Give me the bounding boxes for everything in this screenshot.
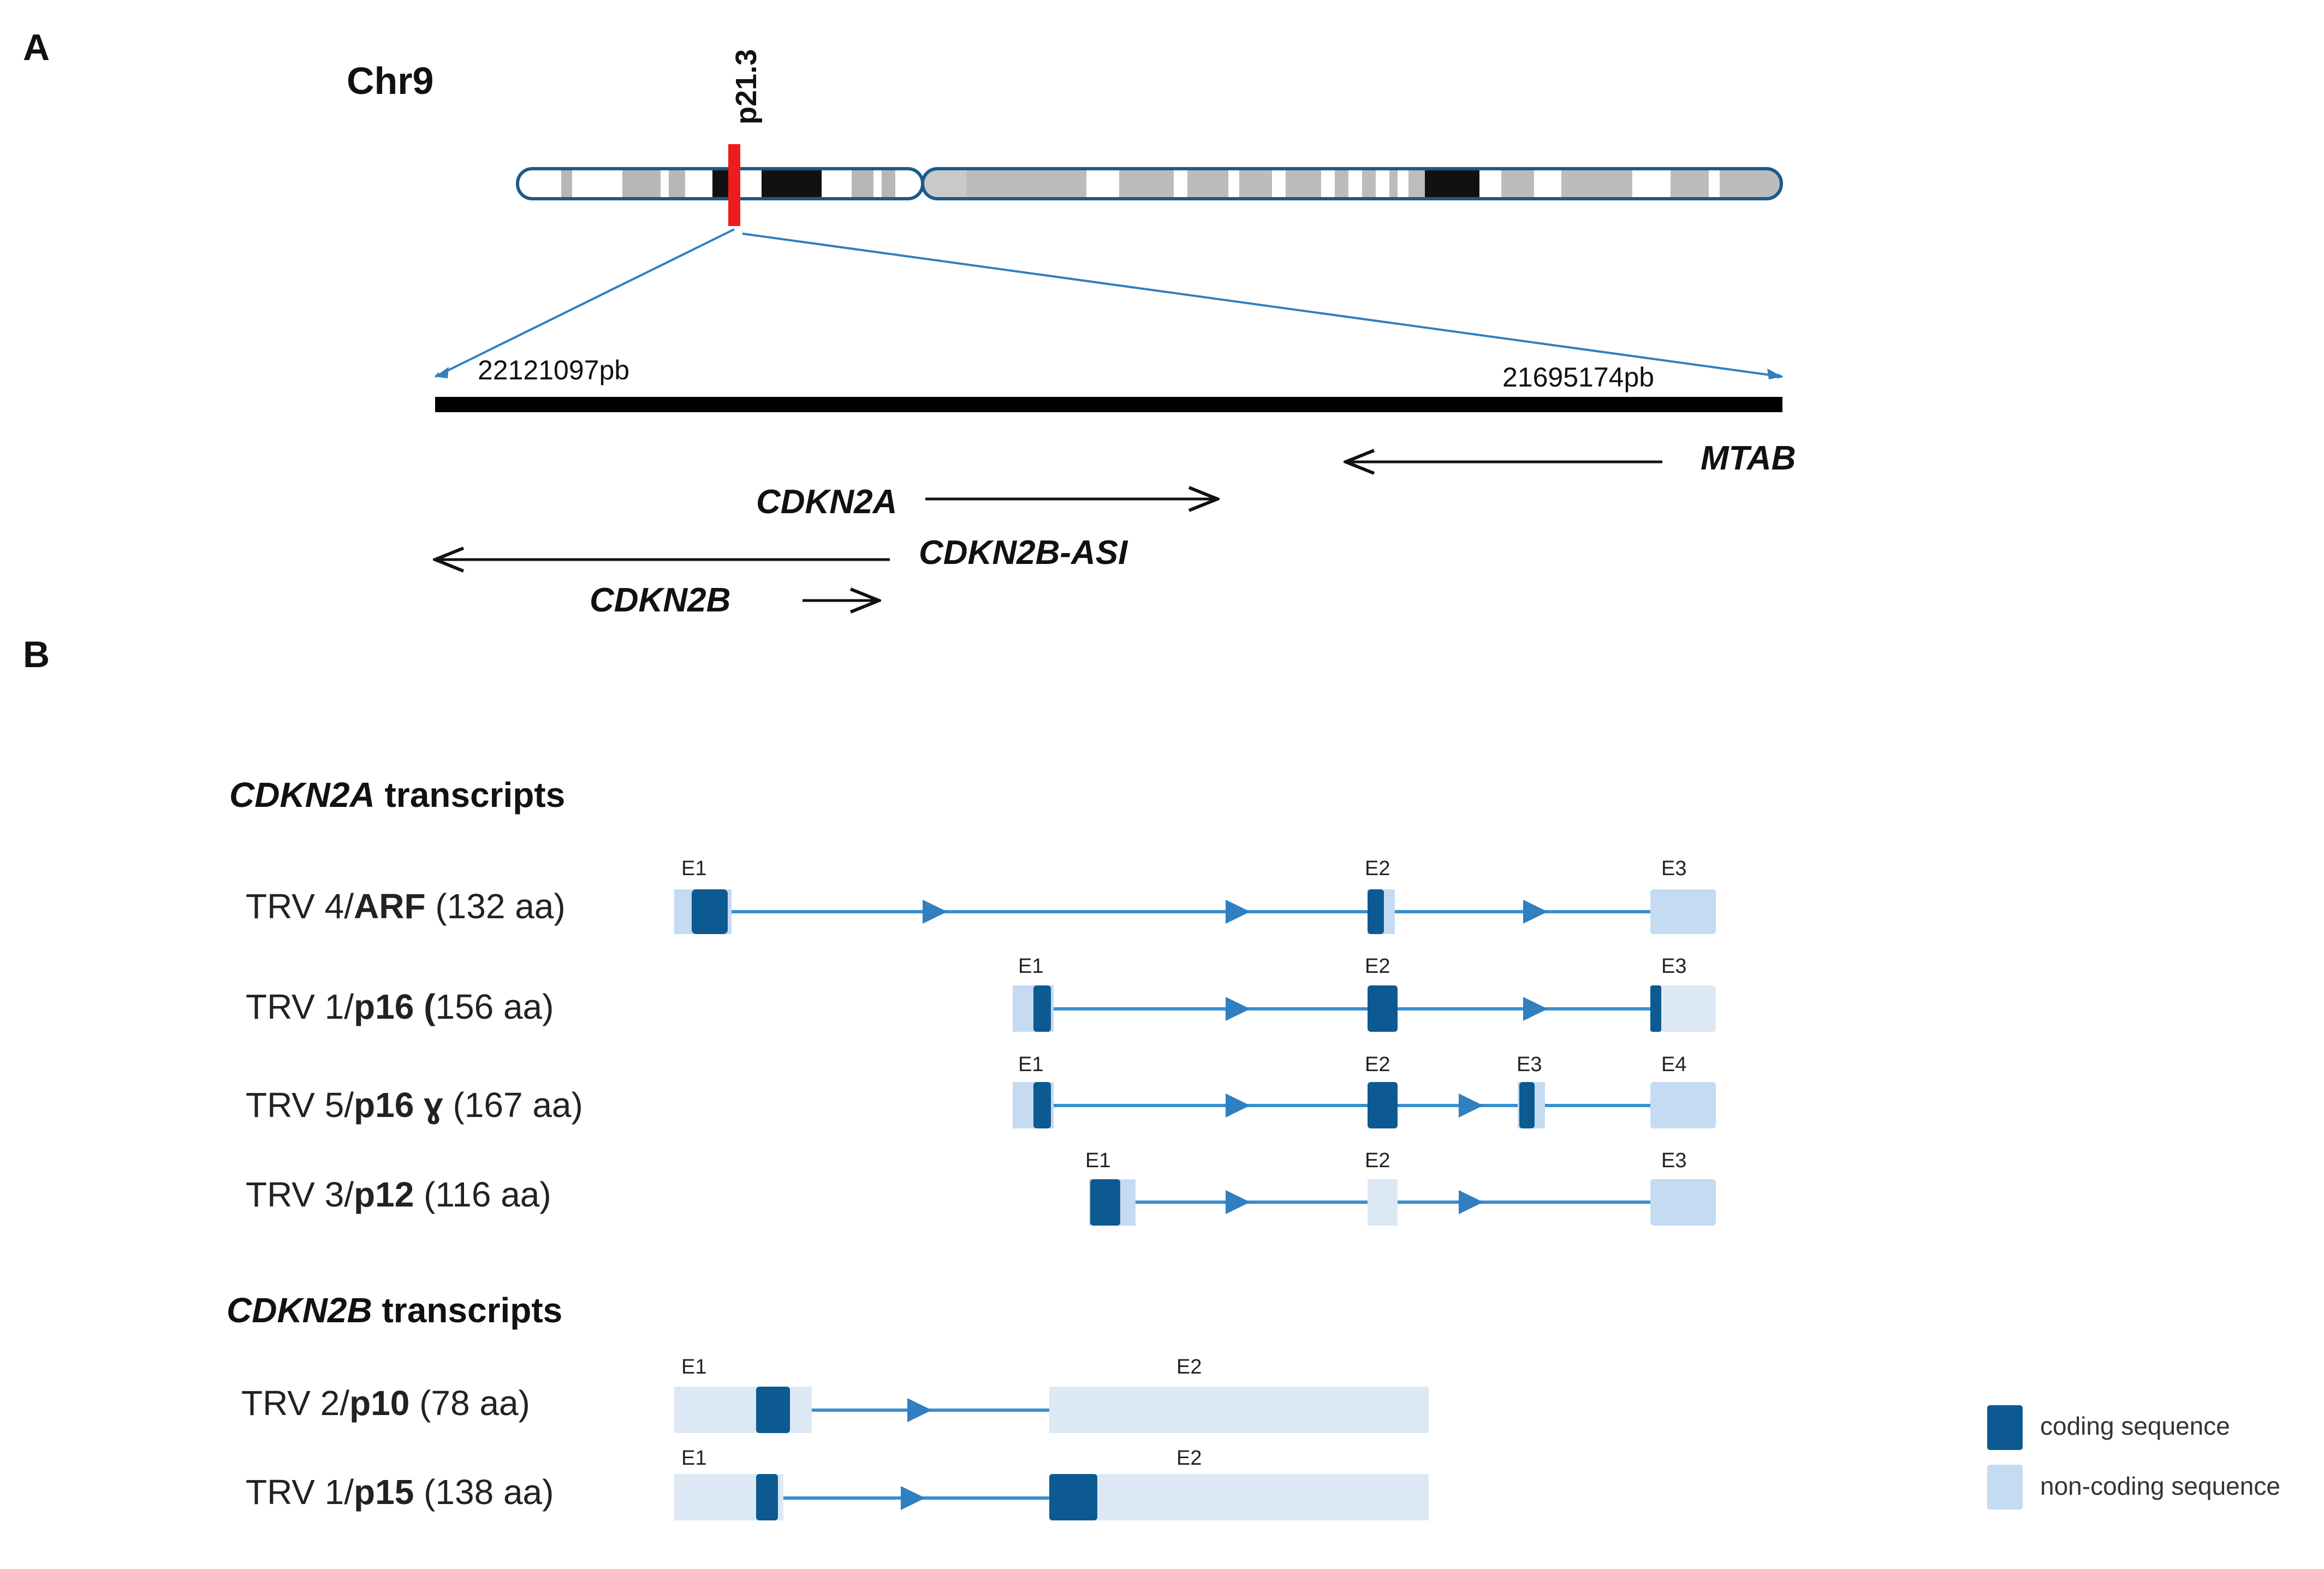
exon-coding (1033, 1082, 1051, 1128)
exon-label: E2 (1176, 1447, 1202, 1470)
chromosome-q-arm (923, 169, 1781, 199)
exon-coding (1650, 985, 1661, 1032)
exon-label: E2 (1365, 955, 1390, 978)
direction-arrow (901, 1486, 925, 1510)
exon-label: E3 (1661, 1149, 1686, 1172)
direction-arrow (923, 900, 947, 924)
gene-cdkn2b: CDKN2B (590, 581, 730, 619)
chromosome-p-arm (518, 169, 923, 199)
transcript-label-p16: TRV 1/p16 (156 aa) (246, 987, 554, 1026)
genomic-region-bar (435, 397, 1782, 412)
exon-label: E4 (1661, 1053, 1686, 1076)
exon-noncoding (1368, 1179, 1398, 1226)
exon-noncoding (1049, 1474, 1429, 1520)
exon-noncoding (1650, 985, 1716, 1032)
chromosome-ideogram (516, 144, 1783, 226)
panel-b-letter: B (23, 634, 50, 675)
exon-coding (1519, 1082, 1535, 1128)
exon-label: E1 (681, 1356, 706, 1378)
cdkn2a-transcripts-heading: CDKN2A transcripts (229, 775, 565, 815)
band-label: p21.3 (730, 49, 763, 124)
chromosome-label: Chr9 (347, 60, 433, 102)
exon-coding (1090, 1179, 1120, 1226)
legend-label-noncoding: non-coding sequence (2040, 1472, 2280, 1500)
transcript-p10: E1 E2 (674, 1356, 1429, 1433)
direction-arrow (1226, 1093, 1250, 1118)
direction-arrow (1523, 997, 1548, 1021)
direction-arrow (1459, 1093, 1483, 1118)
exon-noncoding (674, 1387, 812, 1433)
exon-label: E2 (1365, 857, 1390, 880)
transcript-p16: E1 E2 E3 (1013, 955, 1716, 1032)
transcript-label-p12: TRV 3/p12 (116 aa) (246, 1175, 551, 1214)
exon-coding (756, 1387, 790, 1433)
direction-arrow (1459, 1190, 1483, 1214)
exon-coding (1049, 1474, 1097, 1520)
zoom-line-right (742, 233, 1783, 379)
legend-swatch-noncoding (1987, 1465, 2023, 1509)
cdkn2b-transcripts-heading: CDKN2B transcripts (227, 1291, 562, 1330)
direction-arrow (1226, 900, 1250, 924)
exon-label: E1 (1085, 1149, 1110, 1172)
legend: coding sequence non-coding sequence (1987, 1405, 2280, 1509)
transcript-p16-gamma: E1 E2 E3 E4 (1013, 1053, 1716, 1128)
exon-noncoding (1650, 1179, 1716, 1226)
exon-coding (1368, 889, 1384, 934)
transcript-label-arf: TRV 4/ARF (132 aa) (246, 887, 566, 926)
transcript-p15: E1 E2 (674, 1447, 1429, 1520)
coord-left: 22121097pb (478, 355, 629, 385)
panel-a-letter: A (23, 27, 50, 68)
direction-arrow (1226, 1190, 1250, 1214)
exon-coding (1368, 985, 1398, 1032)
exon-coding (692, 889, 728, 934)
exon-label: E3 (1517, 1053, 1542, 1076)
legend-label-coding: coding sequence (2040, 1412, 2230, 1440)
direction-arrow (1523, 900, 1548, 924)
exon-label: E1 (1018, 1053, 1043, 1076)
legend-swatch-coding (1987, 1405, 2023, 1450)
exon-noncoding (1650, 1082, 1716, 1128)
gene-cdkn2a: CDKN2A (756, 483, 897, 521)
exon-label: E3 (1661, 955, 1686, 978)
exon-noncoding (1049, 1387, 1429, 1433)
exon-coding (1368, 1082, 1398, 1128)
exon-label: E1 (681, 857, 706, 880)
transcript-label-p10: TRV 2/p10 (78 aa) (241, 1383, 530, 1423)
direction-arrow (907, 1398, 932, 1422)
coord-right: 21695174pb (1502, 362, 1654, 393)
transcript-arf: E1 E2 E3 (674, 857, 1716, 934)
zoom-line-left (435, 228, 735, 378)
exon-coding (756, 1474, 778, 1520)
gene-mtab: MTAB (1701, 439, 1796, 477)
direction-arrow (1226, 997, 1250, 1021)
transcript-label-p15: TRV 1/p15 (138 aa) (246, 1472, 554, 1512)
exon-noncoding (1650, 889, 1716, 934)
exon-label: E1 (681, 1447, 706, 1470)
exon-label: E2 (1176, 1356, 1202, 1378)
exon-label: E3 (1661, 857, 1686, 880)
exon-label: E1 (1018, 955, 1043, 978)
band-highlight-marker (728, 144, 740, 226)
exon-label: E2 (1365, 1149, 1390, 1172)
gene-cdkn2b-as1: CDKN2B-ASI (919, 534, 1128, 572)
transcript-label-p16-gamma: TRV 5/p16 ɣ (167 aa) (246, 1085, 583, 1125)
exon-coding (1033, 985, 1051, 1032)
exon-label: E2 (1365, 1053, 1390, 1076)
transcript-p12: E1 E2 E3 (1085, 1149, 1716, 1226)
